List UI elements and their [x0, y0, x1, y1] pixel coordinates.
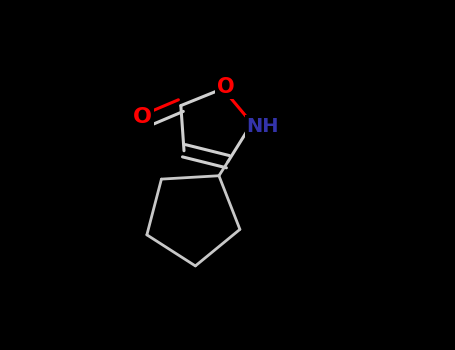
Text: O: O [133, 107, 152, 127]
Text: NH: NH [246, 117, 278, 135]
Text: O: O [217, 77, 234, 97]
